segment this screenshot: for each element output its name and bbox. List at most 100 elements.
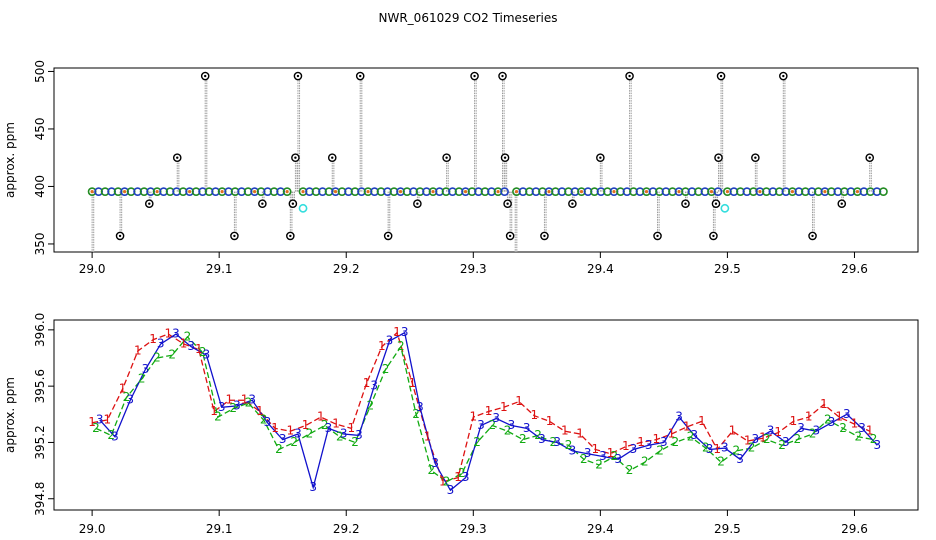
series-3-point: 3 bbox=[187, 339, 195, 353]
series-1-point: 1 bbox=[851, 417, 859, 431]
baseline-point-accent bbox=[155, 190, 159, 194]
spike-point-center bbox=[811, 234, 814, 238]
baseline-point-accent bbox=[253, 190, 257, 194]
baseline-point bbox=[713, 187, 723, 197]
series-1-point: 1 bbox=[637, 435, 645, 449]
top-y-tick-label: 350 bbox=[33, 232, 47, 255]
bottom-x-tick-label: 29.1 bbox=[206, 522, 233, 536]
series-1-point: 1 bbox=[713, 442, 721, 456]
series-2-point: 2 bbox=[290, 435, 298, 449]
baseline-point-accent bbox=[366, 190, 370, 194]
bottom-y-tick-label: 396.0 bbox=[33, 313, 47, 347]
series-1-point: 1 bbox=[668, 427, 676, 441]
spike-point-center bbox=[503, 156, 507, 159]
series-2-point: 2 bbox=[671, 435, 679, 449]
series-2-point: 2 bbox=[763, 432, 771, 446]
spike-point-center bbox=[782, 74, 785, 78]
series-2-point: 2 bbox=[519, 432, 527, 446]
series-2-point: 2 bbox=[260, 412, 268, 426]
spike-point-center bbox=[506, 202, 509, 205]
baseline-point-accent bbox=[188, 190, 192, 194]
series-2-point: 2 bbox=[793, 432, 801, 446]
series-2-point: 2 bbox=[107, 428, 115, 442]
series-2-point: 2 bbox=[275, 442, 283, 456]
series-3-point: 3 bbox=[797, 421, 805, 435]
series-3-point: 3 bbox=[294, 427, 302, 441]
series-1-point: 1 bbox=[149, 332, 157, 346]
series-3-point: 3 bbox=[752, 432, 760, 446]
series-1-point: 1 bbox=[835, 410, 843, 424]
spike-point-center bbox=[331, 156, 334, 159]
bottom-y-tick-label: 394.8 bbox=[33, 482, 47, 516]
series-1-point: 1 bbox=[500, 400, 508, 414]
top-y-tick-label: 450 bbox=[33, 117, 47, 140]
baseline-point-accent bbox=[725, 190, 730, 194]
bottom-x-tick-label: 29.6 bbox=[841, 522, 868, 536]
series-3-point: 3 bbox=[477, 418, 485, 432]
spike-point-center bbox=[291, 202, 295, 205]
spike-point-center bbox=[599, 156, 602, 159]
bottom-series-lines bbox=[91, 331, 878, 492]
series-2-line bbox=[95, 335, 874, 483]
series-1-point: 1 bbox=[454, 470, 462, 484]
series-2-point: 2 bbox=[626, 463, 634, 477]
spike-point-center bbox=[359, 74, 362, 78]
series-2-point: 2 bbox=[580, 452, 588, 466]
series-3-point: 3 bbox=[782, 435, 790, 449]
series-2-point: 2 bbox=[504, 424, 512, 438]
series-1-point: 1 bbox=[866, 424, 874, 438]
series-2-point: 2 bbox=[336, 429, 344, 443]
series-3-point: 3 bbox=[264, 415, 272, 429]
baseline-point-accent bbox=[431, 190, 435, 194]
series-2-point: 2 bbox=[870, 432, 878, 446]
series-2-point: 2 bbox=[748, 441, 756, 455]
top-y-axis-label: approx. ppm bbox=[3, 122, 17, 198]
series-2-point: 2 bbox=[123, 390, 131, 404]
spike-point-center bbox=[416, 202, 419, 205]
bottom-x-tick-label: 29.4 bbox=[587, 522, 614, 536]
series-1-point: 1 bbox=[744, 434, 752, 448]
bottom-x-tick-label: 29.2 bbox=[333, 522, 360, 536]
series-1-point: 1 bbox=[759, 431, 767, 445]
series-3-point: 3 bbox=[706, 442, 714, 456]
series-1-point: 1 bbox=[180, 336, 188, 350]
series-3-point: 3 bbox=[355, 428, 363, 442]
series-2-point: 2 bbox=[717, 455, 725, 469]
series-3-point: 3 bbox=[584, 446, 592, 460]
series-3-point: 3 bbox=[142, 362, 150, 376]
series-1-point: 1 bbox=[698, 414, 706, 428]
series-3-point: 3 bbox=[614, 452, 622, 466]
series-2-point: 2 bbox=[351, 435, 359, 449]
series-3-point: 3 bbox=[111, 429, 119, 443]
series-3-point: 3 bbox=[874, 438, 882, 452]
series-2-point: 2 bbox=[168, 348, 176, 362]
spike-point-center bbox=[840, 202, 843, 205]
chart-title: NWR_061029 CO2 Timeseries bbox=[379, 11, 558, 25]
series-3-point: 3 bbox=[553, 435, 561, 449]
top-x-tick-label: 29.0 bbox=[79, 262, 106, 276]
baseline-point-accent bbox=[644, 190, 649, 194]
series-3-point: 3 bbox=[843, 407, 851, 421]
series-3-point: 3 bbox=[675, 410, 683, 424]
series-3-point: 3 bbox=[630, 442, 638, 456]
series-1-point: 1 bbox=[485, 404, 493, 418]
series-2-point: 2 bbox=[92, 421, 100, 435]
series-3-point: 3 bbox=[279, 432, 287, 446]
series-2-point: 2 bbox=[229, 401, 237, 415]
series-2-point: 2 bbox=[595, 457, 603, 471]
series-1-point: 1 bbox=[134, 343, 142, 357]
series-3-point: 3 bbox=[569, 443, 577, 457]
series-1-point: 1 bbox=[546, 414, 554, 428]
top-y-axis: 350 400 450 500 bbox=[33, 60, 54, 255]
series-3-point: 3 bbox=[233, 398, 241, 412]
series-2-point: 2 bbox=[824, 412, 832, 426]
series-3-point: 3 bbox=[721, 441, 729, 455]
series-2-point: 2 bbox=[199, 345, 207, 359]
series-2-point: 2 bbox=[641, 455, 649, 469]
series-2-point: 2 bbox=[153, 351, 161, 365]
series-1-point: 1 bbox=[652, 432, 660, 446]
series-3-point: 3 bbox=[538, 432, 546, 446]
series-1-point: 1 bbox=[332, 417, 340, 431]
spike-point-center bbox=[148, 202, 151, 205]
